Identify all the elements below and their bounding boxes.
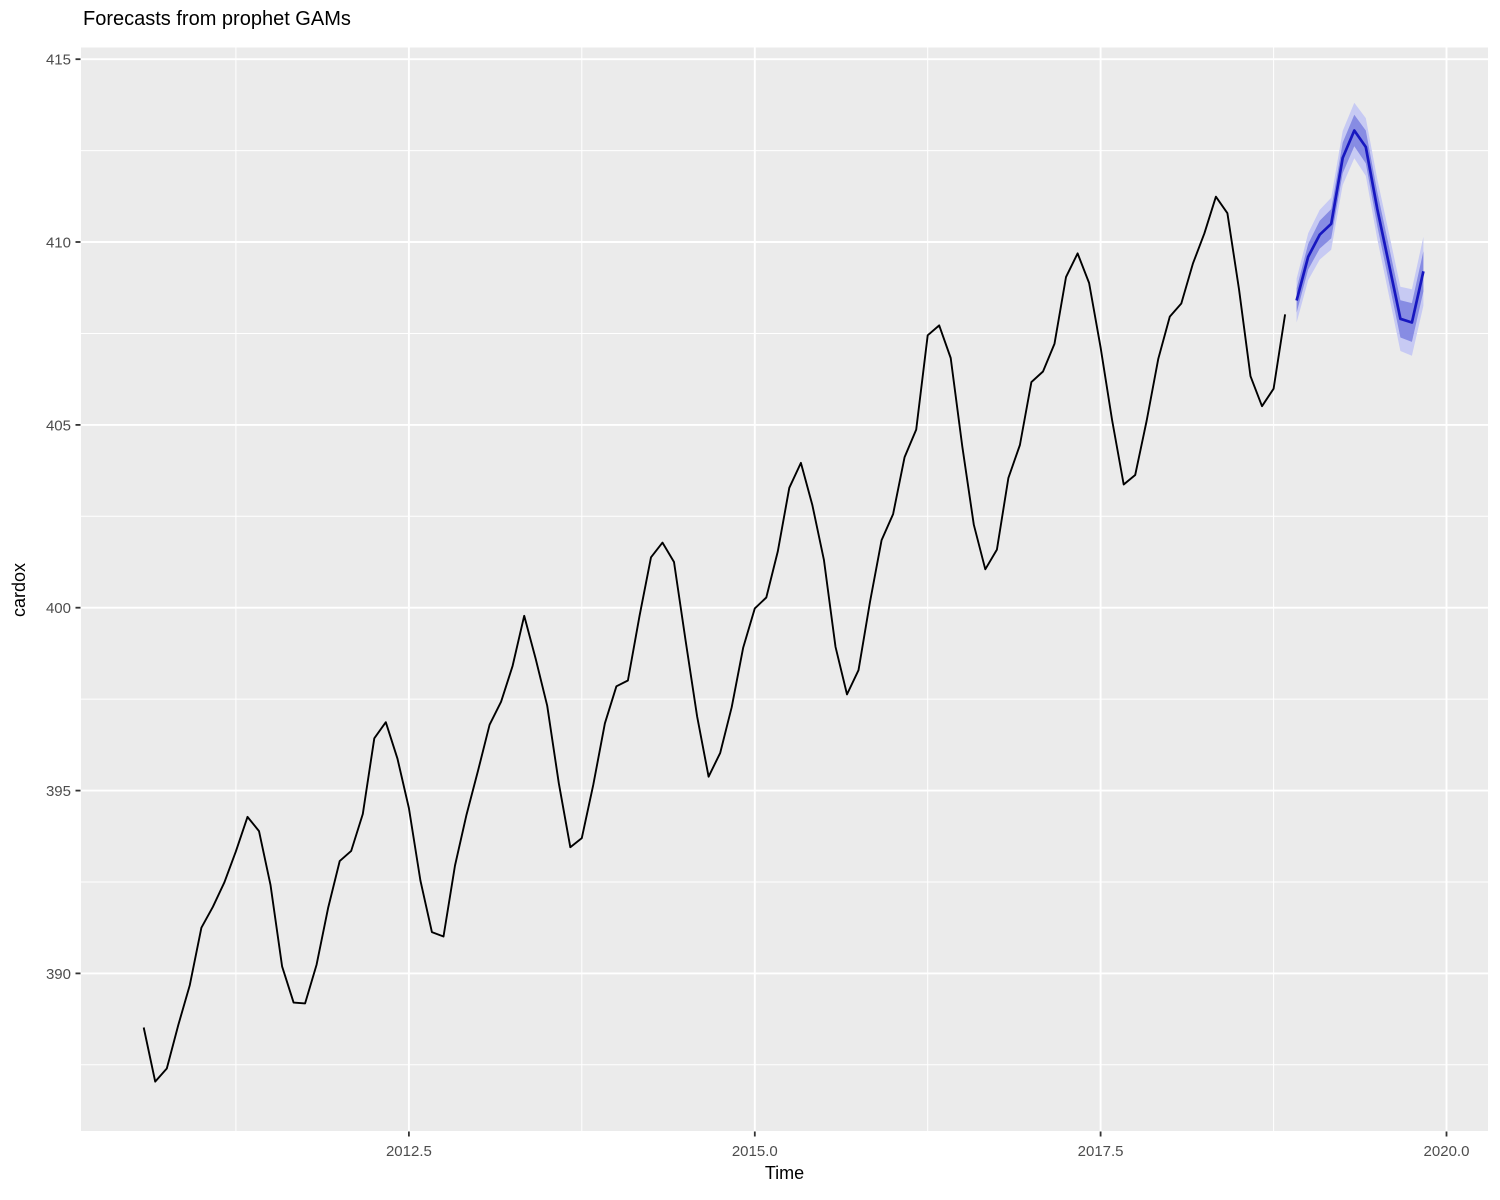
- y-tick-label: 400: [46, 600, 71, 617]
- x-tick-label: 2020.0: [1424, 1143, 1470, 1160]
- x-tick-label: 2017.5: [1078, 1143, 1124, 1160]
- y-tick-label: 395: [46, 783, 71, 800]
- y-tick-label: 390: [46, 966, 71, 983]
- chart-title: Forecasts from prophet GAMs: [83, 8, 351, 30]
- x-axis-title: Time: [764, 1163, 805, 1183]
- plot-panel: [81, 47, 1488, 1131]
- y-axis-title: cardox: [9, 562, 29, 618]
- forecast-median-line: [1295, 129, 1425, 324]
- y-tick-label: 410: [46, 235, 71, 252]
- observed-series-line: [142, 195, 1287, 1083]
- y-tick-label: 415: [46, 52, 71, 69]
- x-tick-label: 2012.5: [386, 1143, 432, 1160]
- x-tick-label: 2015.0: [732, 1143, 778, 1160]
- confidence-band-80: [1296, 114, 1424, 342]
- y-tick-label: 405: [46, 417, 71, 434]
